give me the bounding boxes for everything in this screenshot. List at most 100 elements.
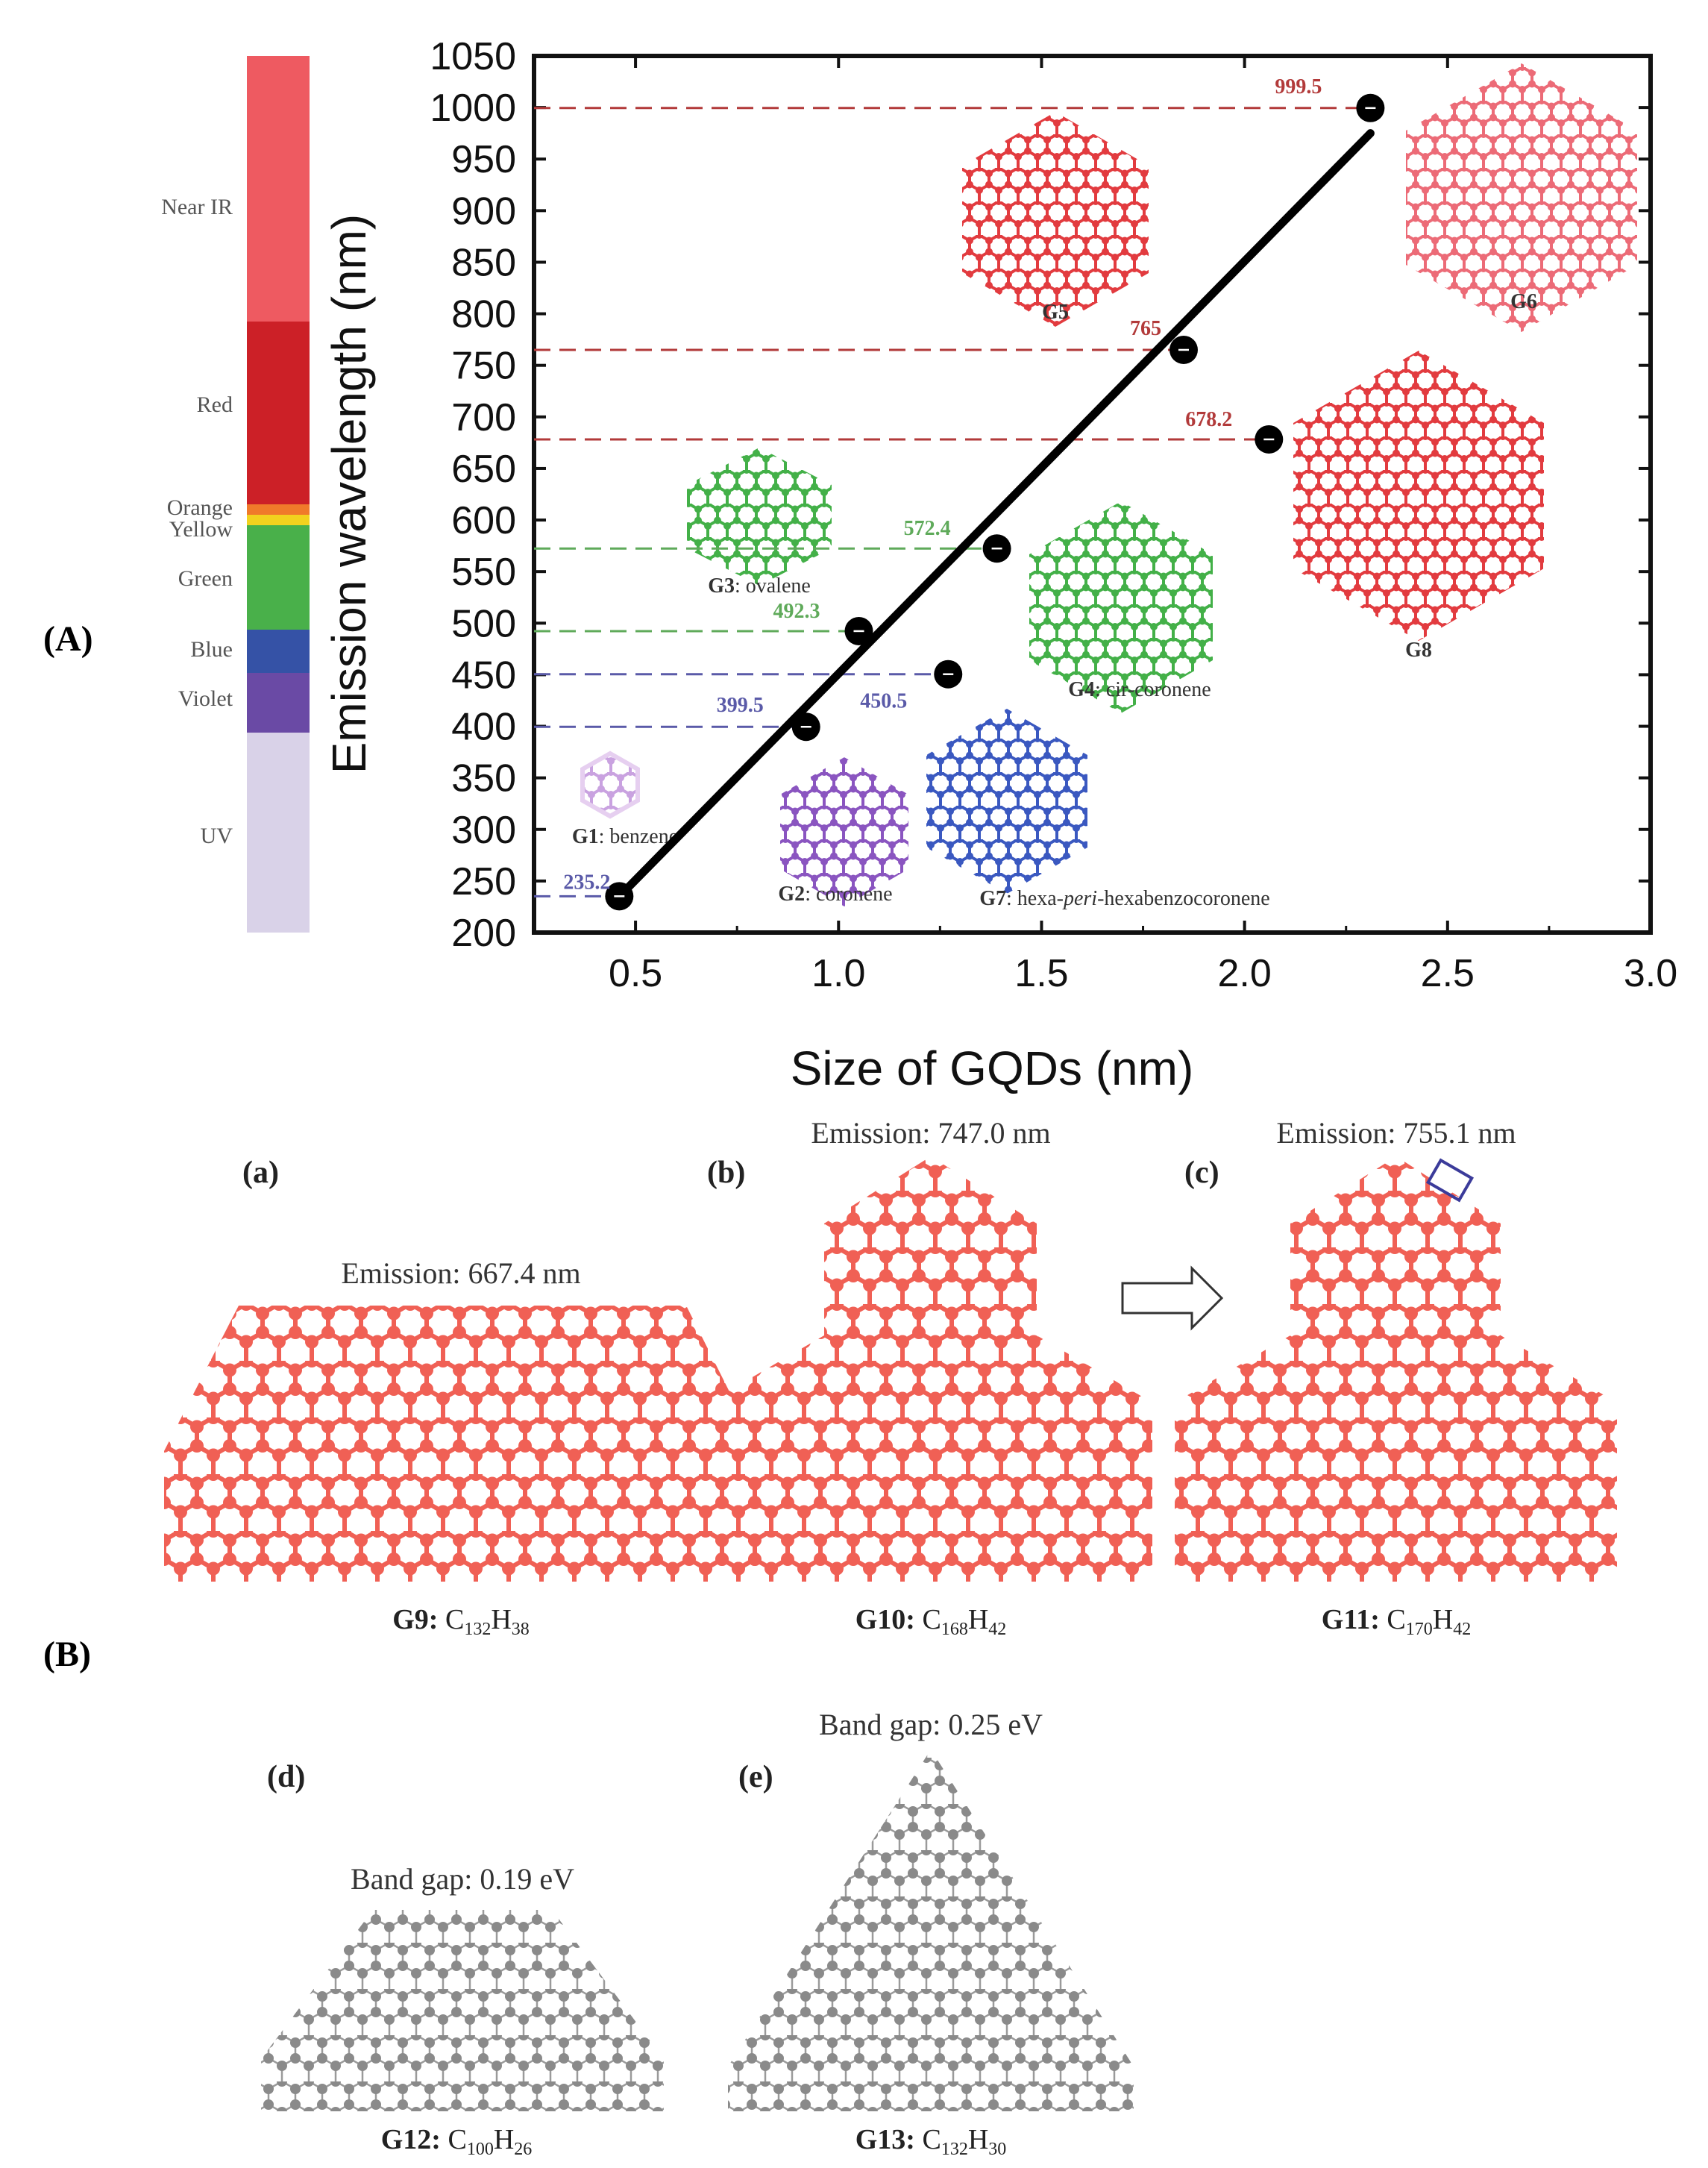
molecule-g4-label: G4: cir-coronene [1068,678,1211,701]
g10-emission: Emission: 747.0 nm [811,1116,1050,1150]
structure-g13: (e) Band gap: 0.25 eV G13: C132H30 [728,1708,1134,2159]
band-label-orange: Orange [167,495,233,520]
y-tick-label: 650 [451,448,516,491]
x-tick-label: 1.0 [811,952,865,995]
g13-band-gap: Band gap: 0.25 eV [819,1708,1043,1741]
molecule-g8-label: G8 [1405,639,1432,662]
band-red [247,322,310,504]
y-tick-label: 900 [451,189,516,233]
g13-structure [728,1749,1134,2111]
molecule-g4-structure [1029,501,1213,713]
molecule-g5-structure [962,112,1149,327]
y-tick-label: 850 [451,241,516,284]
molecule-g6: G6 [1406,63,1637,332]
molecule-g5-label: G5 [1042,301,1069,324]
molecule-g3-label: G3: ovalene [708,574,811,598]
panel-label-a: (A) [43,619,93,659]
y-tick-label: 950 [451,138,516,181]
band-uv [247,733,310,933]
band-yellow [247,515,310,525]
x-tick-label: 3.0 [1624,952,1677,995]
x-tick-label: 2.0 [1217,952,1271,995]
y-tick-label: 450 [451,654,516,697]
molecule-g5: G5 [962,112,1149,327]
band-label-yellow: Yellow [169,517,233,542]
g9-emission: Emission: 667.4 nm [341,1256,580,1290]
g10-formula: G10: C168H42 [855,1604,1007,1639]
band-label-violet: Violet [178,686,233,711]
molecule-g2-structure [780,757,908,906]
g12-formula: G12: C100H26 [381,2124,533,2159]
point-label: 572.4 [904,517,951,540]
band-green [247,525,310,630]
band-label-green: Green [178,566,233,591]
molecule-g1-label: G1: benzene [572,825,678,848]
molecule-g7-structure [926,709,1087,894]
y-tick-label: 700 [451,396,516,439]
g10-structure [709,1156,1152,1582]
point-label: 399.5 [717,694,764,717]
molecule-g1-structure [580,751,640,819]
point-label: 678.2 [1185,408,1232,431]
band-violet [247,673,310,733]
tag-e: (e) [738,1760,773,1794]
band-blue [247,630,310,673]
fit-line [615,129,1375,901]
tag-a: (a) [242,1156,279,1190]
tag-c: (c) [1184,1156,1219,1190]
x-tick-label: 2.5 [1421,952,1475,995]
g11-formula: G11: C170H42 [1322,1604,1471,1639]
y-tick-label: 600 [451,499,516,542]
band-near-ir [247,56,310,322]
plot-frame [532,54,1653,935]
molecule-g2: G2: coronene [778,757,908,906]
molecule-g7-label: G7: hexa-peri-hexabenzocoronene [979,887,1270,910]
molecule-g4: G4: cir-coronene [1029,501,1213,713]
y-tick-label: 750 [451,345,516,388]
g9-structure [164,1306,759,1582]
y-tick-label: 250 [451,860,516,903]
highlight-box [1425,1158,1475,1203]
data-points [605,93,1385,911]
structure-g11: (c) Emission: 755.1 nm G11: C170H42 [1175,1116,1617,1639]
molecule-g6-label: G6 [1510,290,1537,313]
tag-d: (d) [267,1760,305,1794]
band-orange [247,504,310,515]
scatter-chart: 200 250 300 350 400 450 500 550 600 650 700 750 800 8… [322,35,1677,1095]
molecule-g6-structure [1406,63,1637,332]
point-label: 765 [1130,317,1161,340]
point-label: 999.5 [1275,75,1322,98]
band-label-near-ir: Near IR [161,195,233,219]
g11-emission: Emission: 755.1 nm [1276,1116,1516,1150]
structure-g12: (d) Band gap: 0.19 eV G12: C100H26 [261,1760,664,2159]
x-axis-label: Size of GQDs (nm) [791,1041,1194,1095]
point-label: 450.5 [860,690,907,713]
arrow-right-icon [1121,1265,1224,1331]
y-tick-label: 200 [451,912,516,955]
y-tick-label: 550 [451,551,516,594]
spectrum-bar [247,56,310,933]
g9-formula: G9: C132H38 [392,1604,530,1639]
y-tick-label: 800 [451,293,516,336]
molecule-g1: G1: benzene [572,751,678,848]
molecule-g8-structure [1293,351,1544,641]
g13-formula: G13: C132H30 [855,2124,1007,2159]
x-tick-label: 0.5 [609,952,662,995]
band-label-blue: Blue [190,637,233,662]
y-tick-label: 300 [451,809,516,852]
molecule-g3: G3: ovalene [687,448,832,598]
molecule-g7: G7: hexa-peri-hexabenzocoronene [926,709,1270,910]
band-label-red: Red [197,392,233,417]
band-label-uv: UV [201,824,233,848]
structure-g10: (b) Emission: 747.0 nm G10: C168H42 [707,1116,1152,1639]
molecule-g3-structure [687,448,832,586]
g12-structure [261,1910,664,2111]
y-tick-label: 350 [451,757,516,801]
molecule-g2-label: G2: coronene [778,883,892,906]
y-axis-label: Emission wavelength (nm) [322,214,376,774]
tag-b: (b) [707,1156,745,1190]
g11-structure [1175,1156,1617,1582]
structure-g9: (a) Emission: 667.4 nm G9: C132H38 [164,1156,759,1639]
y-tick-label: 500 [451,602,516,645]
